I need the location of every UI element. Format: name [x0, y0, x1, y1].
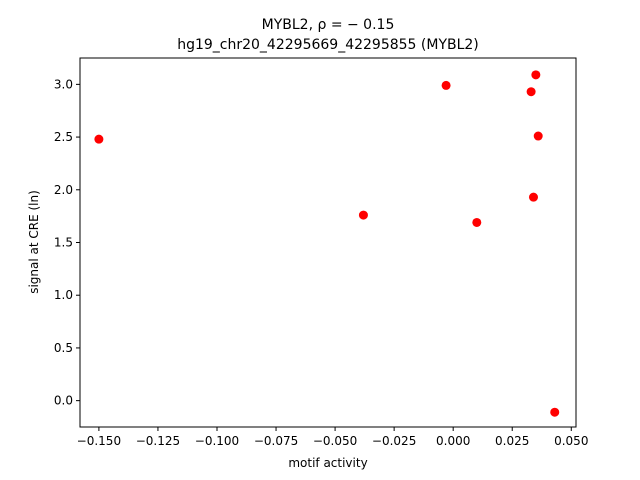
x-axis-ticks: −0.150 −0.125 −0.100 −0.075 −0.050 −0.025 0.00…	[77, 427, 588, 448]
y-tick-label: 0.0	[54, 394, 73, 408]
y-tick-label: 3.0	[54, 77, 73, 91]
y-tick-label: 0.5	[54, 341, 73, 355]
data-point	[94, 134, 104, 144]
data-points	[94, 70, 560, 417]
chart-subtitle: hg19_chr20_42295669_42295855 (MYBL2)	[177, 37, 479, 53]
data-point	[550, 407, 560, 417]
y-tick-label: 2.0	[54, 183, 73, 197]
x-tick-label: −0.075	[254, 434, 298, 448]
y-tick-label: 1.0	[54, 288, 73, 302]
data-point	[358, 210, 368, 220]
x-tick-label: −0.100	[195, 434, 239, 448]
data-point	[441, 80, 451, 90]
x-tick-label: −0.025	[372, 434, 416, 448]
y-tick-label: 1.5	[54, 236, 73, 250]
data-point	[472, 217, 482, 227]
data-point	[528, 192, 538, 202]
x-tick-label: 0.000	[436, 434, 470, 448]
plot-frame	[79, 57, 577, 428]
data-point	[531, 70, 541, 80]
x-tick-label: −0.125	[136, 434, 180, 448]
chart-title: MYBL2, ρ = − 0.15	[262, 17, 395, 33]
y-axis-ticks: 0.0 0.5 1.0 1.5 2.0 2.5 3.0	[54, 77, 80, 408]
y-tick-label: 2.5	[54, 130, 73, 144]
x-tick-label: 0.025	[495, 434, 529, 448]
x-axis-label: motif activity	[288, 456, 367, 470]
data-point	[533, 131, 543, 141]
x-tick-label: 0.050	[554, 434, 588, 448]
x-tick-label: −0.050	[313, 434, 357, 448]
data-point	[526, 87, 536, 97]
y-axis-label: signal at CRE (ln)	[27, 190, 41, 294]
x-tick-label: −0.150	[77, 434, 121, 448]
